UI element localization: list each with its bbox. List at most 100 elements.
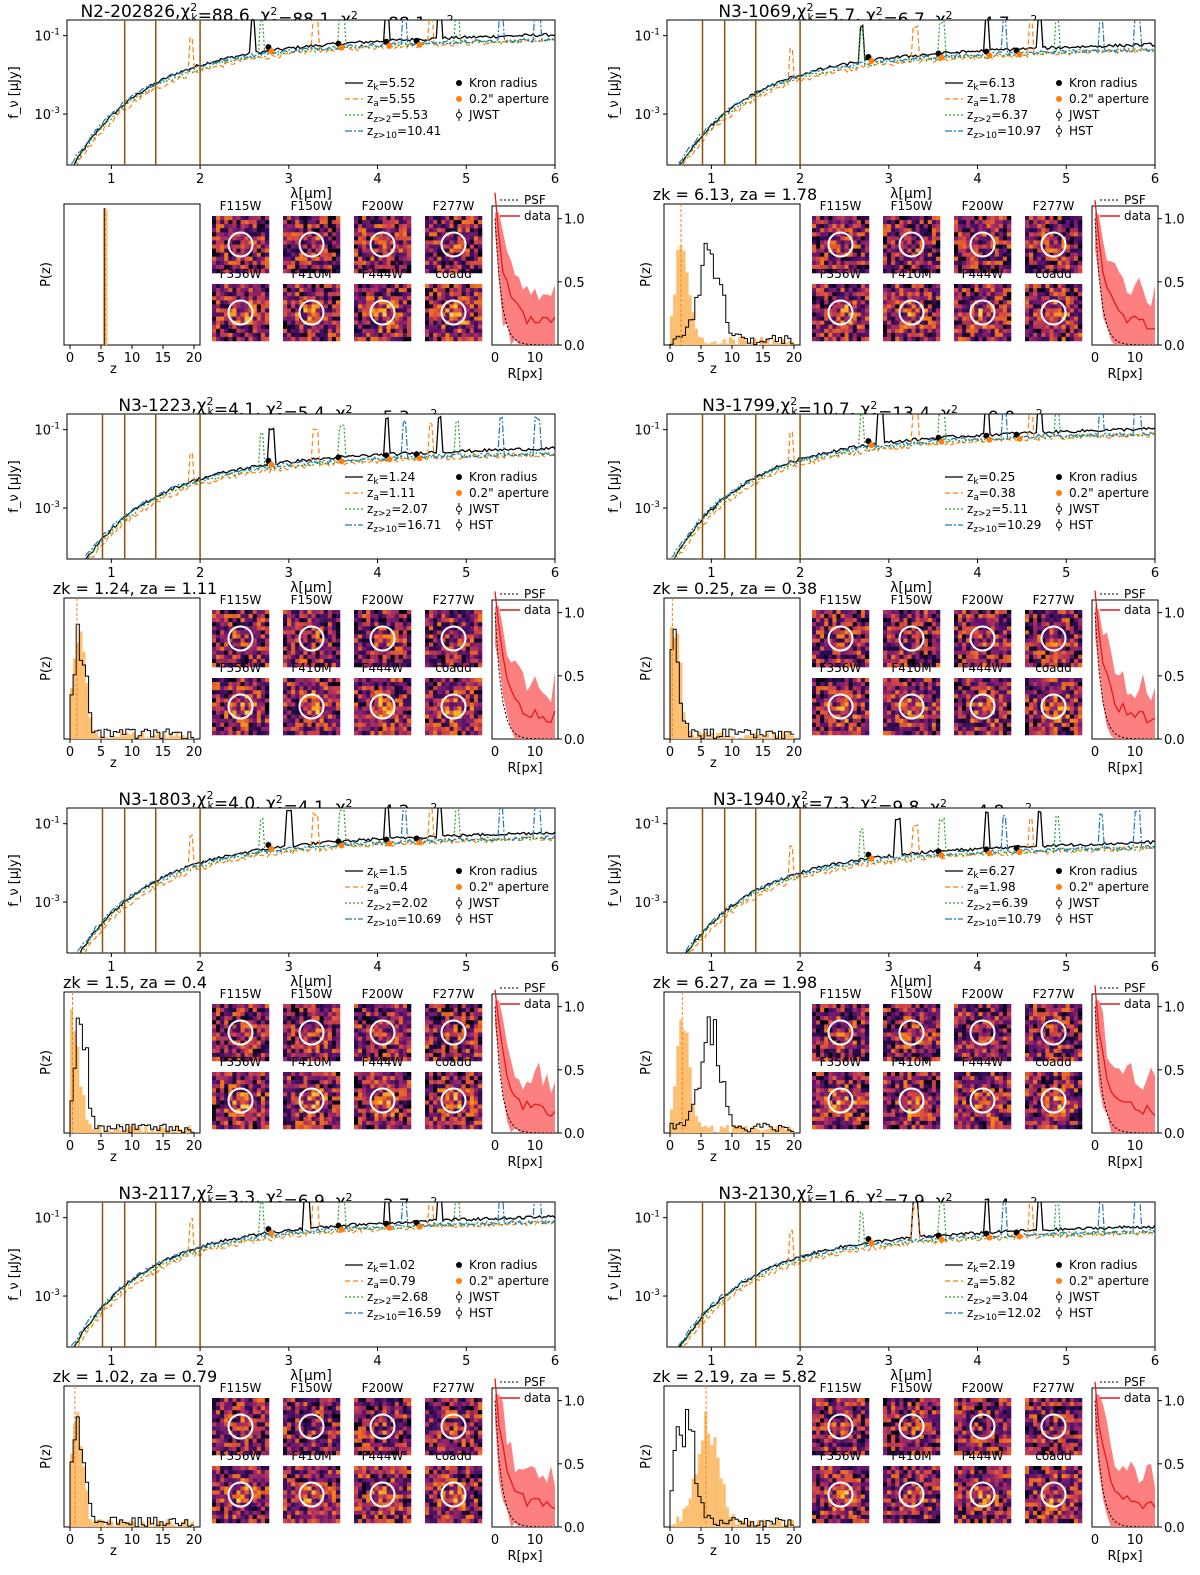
pixel [260, 224, 266, 229]
pixel [228, 292, 233, 297]
pixel [212, 726, 217, 732]
pixel [370, 240, 375, 245]
pixel [1065, 336, 1071, 342]
pixel [449, 260, 454, 266]
series-zk-line [73, 20, 555, 165]
pixel [958, 232, 963, 237]
x-tick-label: 3 [285, 172, 293, 187]
pixel [1025, 308, 1030, 313]
pixel [327, 722, 333, 728]
pixel [390, 654, 395, 660]
pixel [307, 630, 312, 635]
pixel [378, 220, 383, 225]
pixel [966, 296, 971, 301]
pixel [1061, 324, 1066, 330]
pixel [386, 236, 391, 241]
pixel [382, 328, 387, 334]
pixel [437, 682, 442, 687]
pz-tick-label: 0 [666, 351, 674, 366]
pixel [378, 678, 383, 683]
pixel [240, 662, 245, 668]
pixel [390, 706, 395, 711]
pixel [915, 264, 920, 270]
pixel [1045, 296, 1050, 301]
pixel [307, 316, 312, 321]
pixel [283, 268, 288, 274]
pixel [220, 654, 225, 660]
pixel [437, 654, 442, 660]
pixel [212, 682, 217, 687]
pixel [382, 730, 387, 736]
legend-marker [456, 80, 462, 86]
pixel [453, 654, 458, 660]
pixel [966, 336, 971, 342]
pixel [386, 268, 391, 274]
pixel [252, 264, 258, 270]
pixel [331, 730, 337, 736]
pixel [256, 710, 262, 715]
pixel [236, 626, 241, 631]
pixel [264, 650, 270, 656]
pixel [820, 308, 825, 313]
pixel [232, 256, 237, 262]
x-tick-label: 1 [707, 172, 715, 187]
pixel [816, 264, 821, 270]
pixel [358, 634, 363, 639]
pixel [291, 622, 296, 627]
pixel [212, 308, 217, 313]
pixel [232, 658, 237, 664]
pixel [303, 634, 308, 639]
pixel [958, 288, 963, 293]
pixel [903, 316, 908, 321]
pixel [1049, 236, 1054, 241]
pixel [832, 324, 837, 330]
pixel [354, 328, 359, 334]
pixel [852, 328, 858, 334]
cutout-f150w [283, 610, 341, 668]
cutout-f277w [1025, 216, 1083, 274]
pixel [935, 336, 941, 342]
pixel [433, 610, 438, 615]
pixel [1033, 308, 1038, 313]
y-axis-label: f_ν [μJy] [607, 66, 622, 118]
pixel [311, 682, 316, 687]
pixel [1069, 216, 1075, 221]
pixel [240, 248, 245, 253]
pixel [252, 706, 258, 711]
pixel [256, 638, 262, 643]
pixel [358, 304, 363, 309]
pixel [386, 316, 391, 321]
pixel [437, 694, 442, 699]
pz-title: zk = 1.24, za = 1.11 [53, 579, 217, 598]
pixel [382, 678, 387, 683]
pixel [402, 284, 408, 289]
pixel [244, 614, 249, 619]
pixel [303, 690, 308, 695]
pixel [354, 308, 359, 313]
pixel [394, 232, 400, 237]
pixel [429, 324, 434, 330]
pixel [232, 336, 237, 342]
pixel [1077, 328, 1083, 334]
pixel [291, 300, 296, 305]
pixel [291, 308, 296, 313]
pixel [812, 292, 817, 297]
pixel [319, 288, 324, 293]
pixel [954, 336, 959, 342]
pixel [1045, 328, 1050, 334]
pixel [923, 232, 929, 237]
pixel [816, 304, 821, 309]
pixel [449, 646, 454, 651]
pixel [970, 336, 975, 342]
pixel [978, 224, 983, 229]
pixel [974, 328, 979, 334]
pixel [425, 646, 430, 651]
pixel [362, 646, 367, 651]
pixel [264, 228, 270, 233]
pixel [224, 722, 229, 728]
pixel [832, 224, 837, 229]
pixel [1002, 240, 1008, 245]
pixel [1006, 256, 1012, 262]
pixel [374, 642, 379, 647]
pixel [299, 702, 304, 707]
